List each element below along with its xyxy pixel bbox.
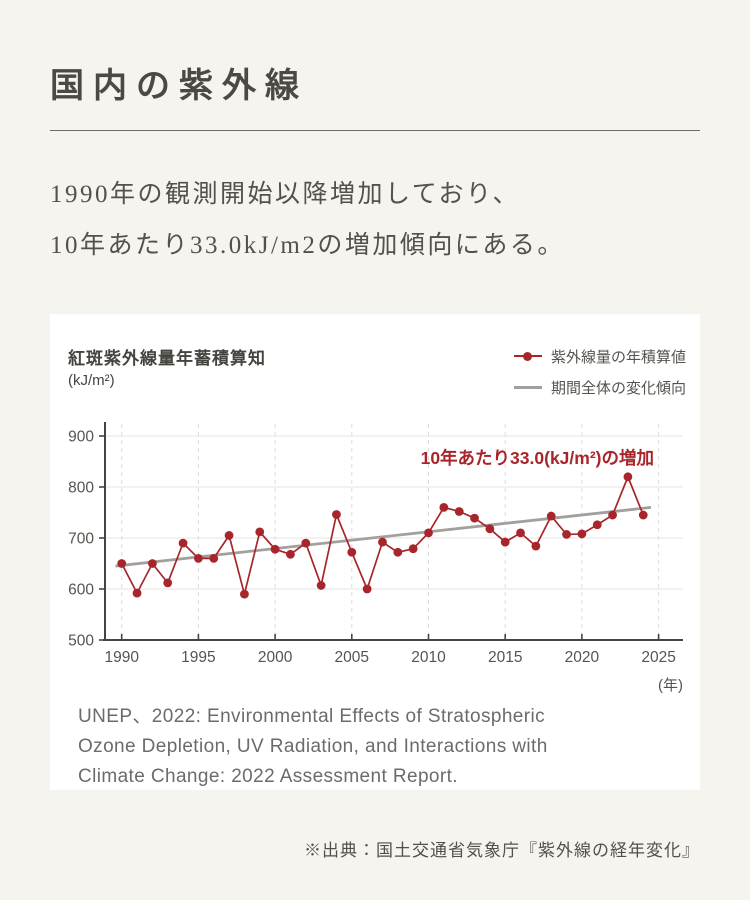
legend-series-label: 紫外線量の年積算値	[550, 348, 686, 366]
data-point	[623, 471, 633, 481]
series-line-dot-icon	[513, 351, 542, 361]
data-point	[270, 544, 280, 554]
data-point	[577, 529, 587, 538]
chart-header: 紅斑紫外線量年蓄積算知 (kJ/m²) 紫外線量の年積算値 期間全体の変化傾向	[50, 314, 700, 404]
data-point	[592, 519, 602, 529]
source-note: ※出典：国土交通省気象庁『紫外線の経年変化』	[304, 840, 700, 860]
uv-series	[117, 471, 648, 598]
data-point	[194, 553, 203, 563]
data-point	[255, 526, 265, 536]
tick-labels: 500 600 700 800 900 1990 1995 2000 2005 2010 2015 2…	[68, 428, 676, 666]
data-point	[147, 558, 157, 568]
svg-text:2005: 2005	[335, 649, 369, 666]
svg-text:900: 900	[68, 428, 94, 445]
data-point	[485, 523, 495, 533]
svg-text:2015: 2015	[488, 649, 522, 666]
legend-trend-label: 期間全体の変化傾向	[550, 379, 686, 397]
uv-line-chart: 500 600 700 800 900 1990 1995 2000 2005 2010 2015 2…	[68, 421, 683, 694]
data-point	[562, 529, 571, 539]
data-point	[178, 538, 188, 547]
legend-item-trend: 期間全体の変化傾向	[513, 377, 686, 398]
data-point	[531, 541, 541, 551]
data-point	[408, 543, 418, 553]
data-point	[362, 584, 372, 593]
svg-text:2000: 2000	[258, 649, 293, 666]
citation-line: Ozone Depletion, UV Radiation, and Inter…	[78, 735, 548, 757]
data-point	[378, 537, 387, 546]
svg-text:1990: 1990	[104, 649, 139, 666]
chart-annotation: 10年あたり33.0(kJ/m²)の増加	[421, 448, 654, 468]
data-point	[347, 547, 357, 557]
svg-text:2010: 2010	[411, 649, 446, 666]
data-point	[638, 510, 648, 519]
title-block: 国内の紫外線	[50, 58, 700, 131]
data-point	[332, 509, 341, 519]
svg-text:600: 600	[68, 581, 94, 598]
intro-text: 1990年の観測開始以降増加しており、 10年あたり33.0kJ/m2の増加傾向…	[50, 169, 700, 272]
data-point	[117, 558, 127, 568]
legend-item-series: 紫外線量の年積算値	[513, 346, 686, 367]
svg-text:2025: 2025	[641, 649, 675, 666]
data-point	[546, 511, 556, 520]
data-point	[224, 530, 234, 540]
citation-line: Climate Change: 2022 Assessment Report.	[78, 766, 458, 788]
x-axis-unit-label: (年)	[658, 677, 683, 694]
chart-title: 紅斑紫外線量年蓄積算知	[68, 348, 266, 368]
svg-text:800: 800	[68, 479, 94, 496]
svg-text:700: 700	[68, 530, 94, 547]
data-point	[500, 537, 510, 546]
svg-text:500: 500	[68, 632, 94, 649]
data-point	[454, 506, 464, 516]
intro-line-2: 10年あたり33.0kJ/m2の増加傾向にある。	[50, 232, 565, 260]
data-point	[516, 528, 525, 537]
data-point	[301, 538, 311, 547]
chart-citation: UNEP、2022: Environmental Effects of Stra…	[50, 694, 700, 793]
data-point	[424, 528, 433, 537]
intro-line-1: 1990年の観測開始以降増加しており、	[50, 181, 521, 208]
axes	[99, 421, 683, 641]
grid-lines	[105, 423, 683, 639]
data-point	[393, 547, 403, 557]
data-point	[286, 549, 295, 559]
data-point	[316, 580, 326, 590]
data-point	[132, 588, 142, 597]
chart-legend: 紫外線量の年積算値 期間全体の変化傾向	[513, 344, 686, 398]
data-point	[470, 513, 479, 523]
svg-text:1995: 1995	[181, 649, 215, 666]
trend-line-icon	[513, 385, 542, 389]
chart-unit-label: (kJ/m²)	[68, 371, 115, 389]
citation-line: UNEP、2022: Environmental Effects of Stra…	[78, 705, 546, 727]
page-title: 国内の紫外線	[50, 68, 308, 105]
data-point	[608, 510, 617, 519]
data-point	[163, 577, 173, 587]
data-point	[209, 553, 219, 563]
chart-card: 紅斑紫外線量年蓄積算知 (kJ/m²) 紫外線量の年積算値 期間全体の変化傾向 …	[50, 313, 700, 793]
svg-text:2020: 2020	[565, 649, 600, 666]
data-point	[439, 502, 449, 512]
trend-line	[115, 505, 652, 567]
data-point	[240, 589, 249, 598]
chart-title-block: 紅斑紫外線量年蓄積算知 (kJ/m²)	[68, 344, 266, 389]
